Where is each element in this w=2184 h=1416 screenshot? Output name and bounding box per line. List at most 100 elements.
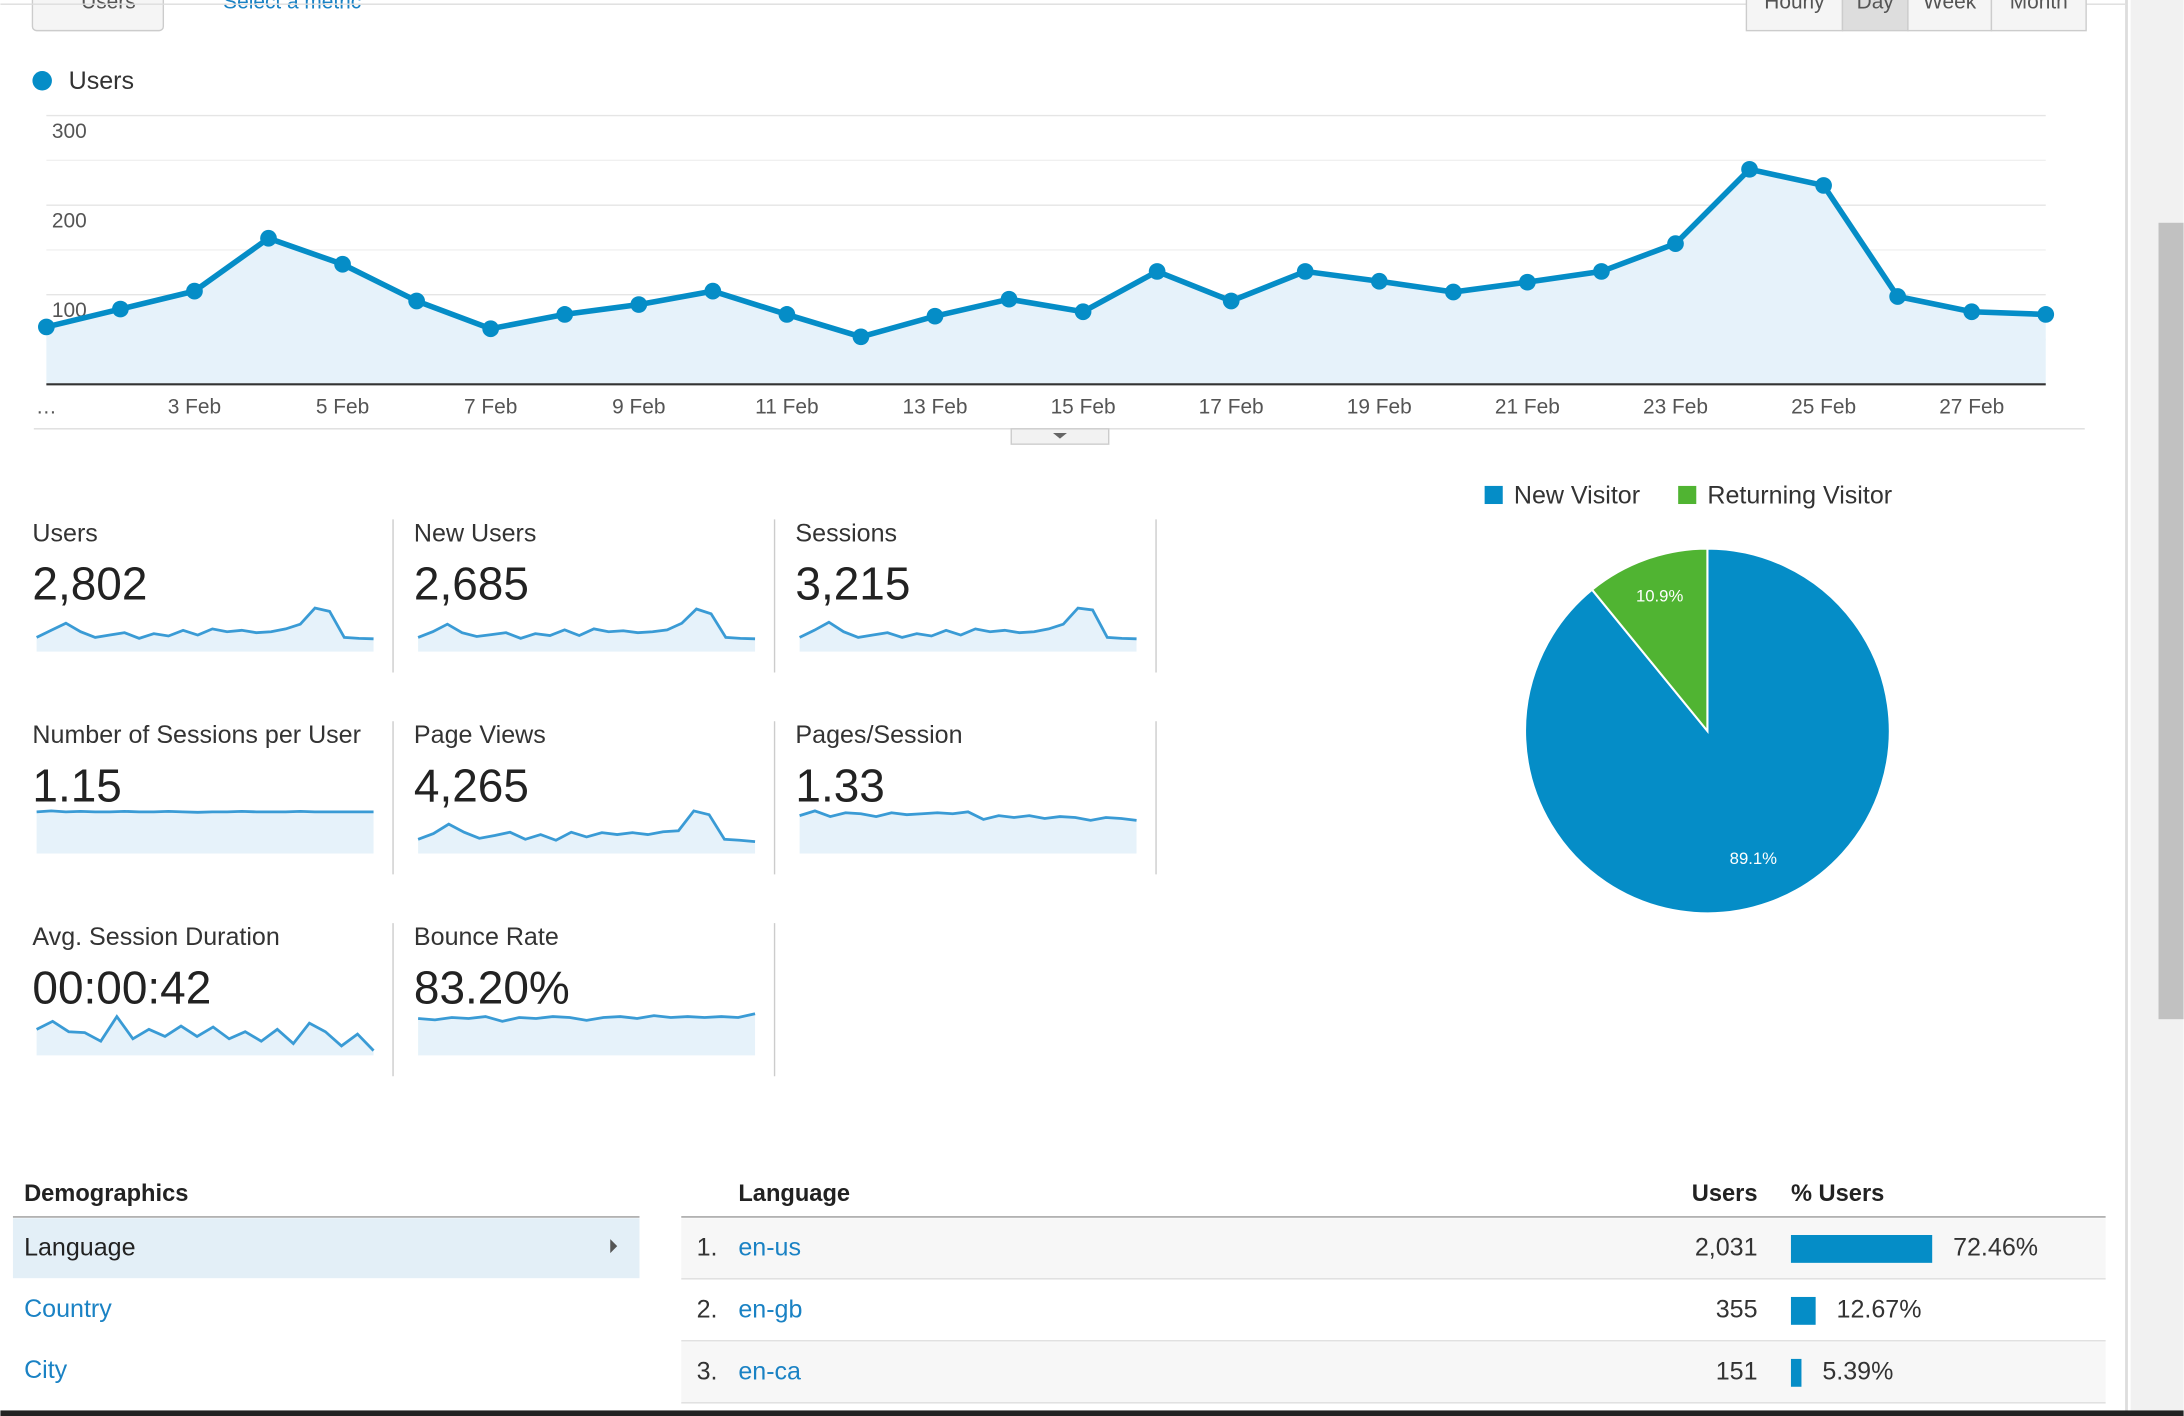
x-tick-label: 19 Feb [1347,395,1412,418]
pie-label: 89.1% [1730,849,1777,868]
legend-swatch [1484,485,1503,505]
point [1593,263,1610,280]
language-link[interactable]: en-gb [738,1296,802,1324]
point [704,282,722,300]
x-tick-label: … [36,395,57,418]
x-tick-label: 11 Feb [755,395,818,418]
granularity-button[interactable] [1907,0,1993,32]
granularity-label: Day [1857,0,1895,13]
sparkline-area [418,810,756,854]
demographics-item[interactable]: City [24,1356,68,1384]
point [1963,303,1981,321]
selected-item-bg [12,1218,640,1279]
point [1667,235,1684,253]
sparkline [35,1014,375,1052]
point [112,300,129,318]
language-link[interactable]: en-us [738,1234,801,1262]
granularity-label: Week [1923,0,1977,13]
y-tick-label: 200 [52,209,87,232]
users: 151 [1716,1357,1758,1385]
point [926,307,944,325]
y-tick-label: 300 [52,120,87,143]
sparkline [417,809,756,844]
metric-label: Users [32,519,97,547]
y-tick-label: 100 [52,299,87,322]
granularity-button[interactable] [1841,0,1909,32]
metric-value: 83.20% [414,961,570,1013]
sparkline [799,809,1137,822]
metric-label: New Users [414,519,536,547]
area [46,169,2046,385]
sparkline-area [799,810,1137,854]
point [556,306,574,323]
sparkline [36,606,374,641]
x-tick-label: 25 Feb [1791,395,1856,418]
metric-button[interactable] [31,0,165,32]
sparkline-area [36,810,374,854]
sparkline-area [418,1013,756,1056]
metric-label: Avg. Session Duration [32,923,279,951]
bottom-bar [0,1410,2184,1416]
column-header: % Users [1791,1181,1884,1207]
x-tick-label: 3 Feb [168,395,221,418]
point [334,255,351,273]
metric-label: Page Views [414,721,546,749]
point [778,306,796,323]
x-tick-label: 21 Feb [1495,395,1560,418]
scrollbar-thumb[interactable] [2158,222,2184,1020]
point [1741,160,1758,178]
x-tick-label: 13 Feb [902,395,967,418]
point [1000,290,1018,308]
column-header: Language [738,1181,850,1207]
demographics-item[interactable]: Country [24,1295,112,1323]
share-bar [1790,1296,1816,1325]
sparkline-area [418,609,756,652]
legend-swatch [1678,485,1697,505]
rank: 1. [697,1234,718,1262]
users: 2,031 [1695,1234,1758,1262]
metric-button-label: Users [81,0,136,13]
point [852,328,870,346]
collapse-arrow [1053,433,1067,439]
point [1148,263,1166,280]
x-tick-label: 27 Feb [1939,395,2004,418]
legend-dot [32,71,52,91]
point [260,229,277,247]
share-label: 72.46% [1953,1234,2038,1262]
language-link[interactable]: en-ca [738,1357,801,1385]
metric-label: Bounce Rate [414,923,559,951]
metric-value: 3,215 [795,558,910,610]
line [45,166,2046,340]
legend-label: Returning Visitor [1707,482,1892,510]
granularity-button[interactable] [1745,0,1844,32]
demographics-item[interactable]: Language [24,1234,135,1262]
sparkline [417,1012,756,1023]
share-bar [1790,1234,1933,1263]
select-metric[interactable]: Select a metric [223,0,361,13]
sparkline-area [36,1016,374,1056]
legend-label: New Visitor [1514,482,1640,510]
metric-label: Sessions [795,519,897,547]
share-bar [1790,1358,1802,1387]
sparkline [799,606,1137,641]
point [1370,272,1388,290]
point [38,318,55,336]
granularity-label: Month [2010,0,2068,13]
sparkline-area [799,608,1137,652]
point [186,282,203,300]
point [408,292,425,310]
pie-label: 10.9% [1636,586,1683,605]
rank: 2. [697,1296,718,1324]
point [1889,288,1906,305]
metric-value: 2,685 [414,558,529,610]
share-label: 12.67% [1837,1296,1922,1324]
row-bg [681,1342,2106,1403]
x-tick-label: 7 Feb [464,395,517,418]
point [1074,303,1092,321]
granularity-button[interactable] [1990,0,2087,32]
point [1222,292,1240,310]
x-tick-label: 9 Feb [612,395,665,418]
divider [2125,0,2128,1416]
point [1815,177,1832,194]
pie-slice [1590,547,1709,734]
